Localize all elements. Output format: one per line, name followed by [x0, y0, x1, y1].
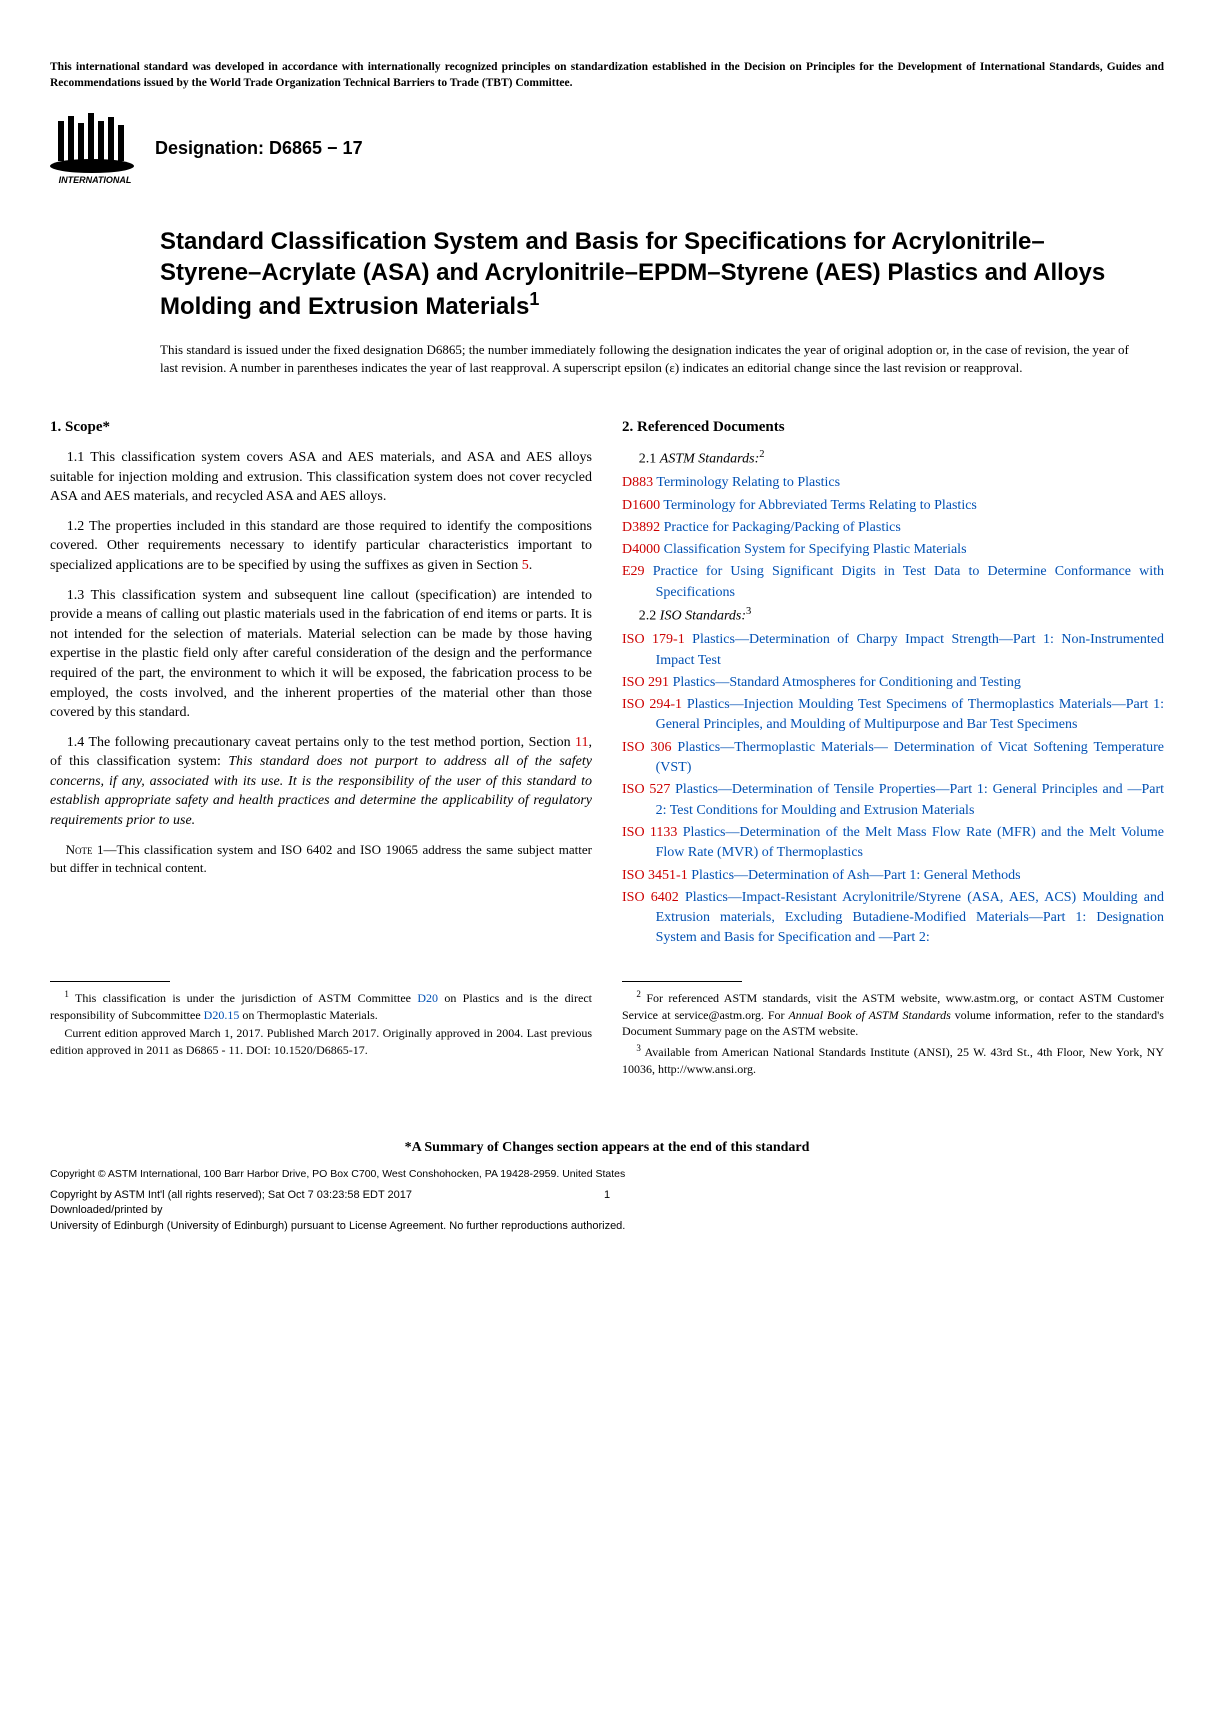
reference-item: ISO 6402 Plastics—Impact-Resistant Acryl… [622, 888, 1164, 949]
iso-standards-heading: 2.2 ISO Standards:3 [622, 605, 1164, 626]
reference-code[interactable]: ISO 527 [622, 782, 670, 797]
scope-1-1: 1.1 This classification system covers AS… [50, 448, 592, 507]
note-1: Note 1—This classification system and IS… [50, 841, 592, 877]
footer-block: 1 Copyright by ASTM Int'l (all rights re… [50, 1188, 1164, 1234]
top-notice: This international standard was develope… [50, 60, 1164, 91]
reference-title[interactable]: Classification System for Specifying Pla… [660, 542, 966, 557]
scope-1-2: 1.2 The properties included in this stan… [50, 517, 592, 576]
reference-item: ISO 1133 Plastics—Determination of the M… [622, 823, 1164, 864]
reference-code[interactable]: ISO 3451-1 [622, 868, 688, 883]
title-block: Standard Classification System and Basis… [160, 226, 1134, 323]
reference-code[interactable]: D883 [622, 475, 653, 490]
committee-d20-link[interactable]: D20 [417, 991, 438, 1005]
reference-title[interactable]: Plastics—Determination of Charpy Impact … [656, 632, 1164, 667]
footnote-right-col: 2 For referenced ASTM standards, visit t… [622, 981, 1164, 1078]
astm-logo: INTERNATIONAL [50, 111, 140, 186]
reference-title[interactable]: Plastics—Thermoplastic Materials— Determ… [656, 740, 1164, 775]
designation: Designation: D6865 − 17 [155, 136, 363, 161]
reference-title[interactable]: Plastics—Standard Atmospheres for Condit… [669, 675, 1021, 690]
footer-line-2: Downloaded/printed by [50, 1203, 1164, 1218]
issuance-note: This standard is issued under the fixed … [160, 341, 1134, 377]
reference-code[interactable]: D3892 [622, 520, 660, 535]
scope-1-3: 1.3 This classification system and subse… [50, 586, 592, 723]
reference-item: ISO 179-1 Plastics—Determination of Char… [622, 630, 1164, 671]
astm-standards-heading: 2.1 ASTM Standards:2 [622, 448, 1164, 469]
svg-text:INTERNATIONAL: INTERNATIONAL [59, 175, 132, 185]
reference-code[interactable]: ISO 1133 [622, 825, 677, 840]
iso-standards-list: ISO 179-1 Plastics—Determination of Char… [622, 630, 1164, 948]
copyright-line: Copyright © ASTM International, 100 Barr… [50, 1167, 1164, 1182]
reference-code[interactable]: E29 [622, 564, 645, 579]
body-columns: 1. Scope* 1.1 This classification system… [50, 417, 1164, 951]
section-11-ref[interactable]: 11 [575, 735, 588, 750]
reference-title[interactable]: Terminology Relating to Plastics [653, 475, 840, 490]
right-column: 2. Referenced Documents 2.1 ASTM Standar… [622, 417, 1164, 951]
reference-item: ISO 291 Plastics—Standard Atmospheres fo… [622, 673, 1164, 693]
footnote-1-edition: Current edition approved March 1, 2017. … [50, 1025, 592, 1059]
page-number: 1 [604, 1188, 610, 1203]
reference-code[interactable]: ISO 291 [622, 675, 669, 690]
reference-title[interactable]: Plastics—Impact-Resistant Acrylonitrile/… [656, 890, 1164, 946]
reference-title[interactable]: Plastics—Determination of Tensile Proper… [656, 782, 1164, 817]
reference-code[interactable]: D1600 [622, 498, 660, 513]
reference-item: ISO 3451-1 Plastics—Determination of Ash… [622, 866, 1164, 886]
section-5-ref[interactable]: 5 [522, 558, 529, 573]
reference-code[interactable]: ISO 6402 [622, 890, 679, 905]
reference-item: D4000 Classification System for Specifyi… [622, 540, 1164, 560]
reference-code[interactable]: ISO 294-1 [622, 697, 682, 712]
reference-title[interactable]: Plastics—Determination of Ash—Part 1: Ge… [688, 868, 1021, 883]
subcommittee-d2015-link[interactable]: D20.15 [204, 1008, 240, 1022]
reference-item: D3892 Practice for Packaging/Packing of … [622, 518, 1164, 538]
main-title: Standard Classification System and Basis… [160, 226, 1134, 323]
reference-item: E29 Practice for Using Significant Digit… [622, 562, 1164, 603]
footnotes: 1 This classification is under the juris… [50, 981, 1164, 1078]
reference-item: ISO 294-1 Plastics—Injection Moulding Te… [622, 695, 1164, 736]
reference-code[interactable]: D4000 [622, 542, 660, 557]
summary-changes-note: *A Summary of Changes section appears at… [50, 1138, 1164, 1158]
left-column: 1. Scope* 1.1 This classification system… [50, 417, 592, 951]
scope-heading: 1. Scope* [50, 417, 592, 438]
reference-title[interactable]: Practice for Using Significant Digits in… [645, 564, 1164, 599]
reference-title[interactable]: Plastics—Determination of the Melt Mass … [656, 825, 1164, 860]
reference-title[interactable]: Practice for Packaging/Packing of Plasti… [660, 520, 901, 535]
reference-title[interactable]: Terminology for Abbreviated Terms Relati… [660, 498, 977, 513]
reference-title[interactable]: Plastics—Injection Moulding Test Specime… [656, 697, 1164, 732]
footnote-left-col: 1 This classification is under the juris… [50, 981, 592, 1078]
reference-item: ISO 527 Plastics—Determination of Tensil… [622, 780, 1164, 821]
reference-item: D883 Terminology Relating to Plastics [622, 473, 1164, 493]
reference-item: ISO 306 Plastics—Thermoplastic Materials… [622, 738, 1164, 779]
scope-1-4: 1.4 The following precautionary caveat p… [50, 733, 592, 831]
reference-item: D1600 Terminology for Abbreviated Terms … [622, 496, 1164, 516]
astm-standards-list: D883 Terminology Relating to Plastics D16… [622, 473, 1164, 603]
footer-line-3: University of Edinburgh (University of E… [50, 1219, 1164, 1234]
refs-heading: 2. Referenced Documents [622, 417, 1164, 438]
header-row: INTERNATIONAL Designation: D6865 − 17 [50, 111, 1164, 186]
reference-code[interactable]: ISO 179-1 [622, 632, 685, 647]
reference-code[interactable]: ISO 306 [622, 740, 672, 755]
footnote-3: 3 Available from American National Stand… [622, 1042, 1164, 1078]
